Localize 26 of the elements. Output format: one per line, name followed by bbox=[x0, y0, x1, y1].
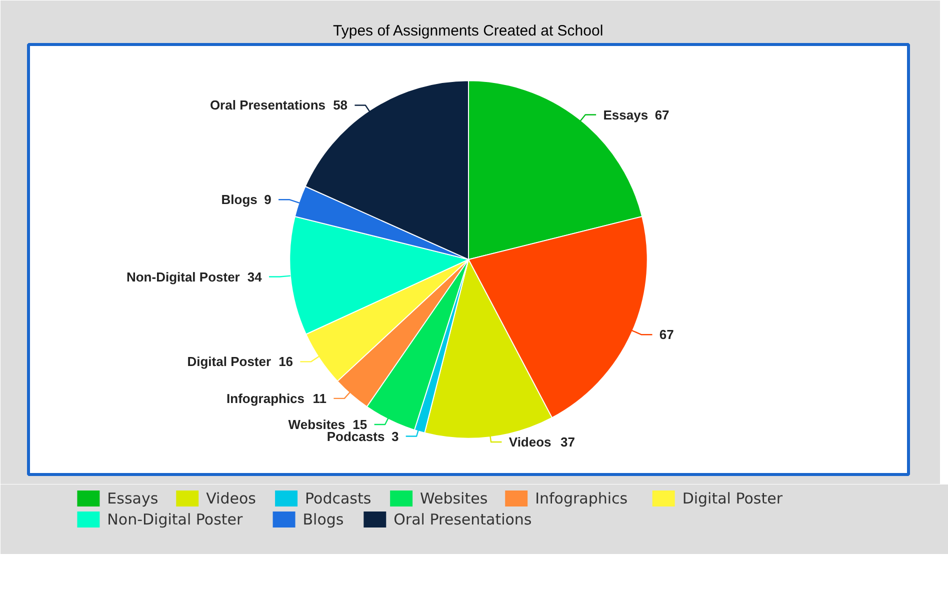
slice-label: Digital Poster bbox=[187, 354, 272, 370]
data-label: 3 bbox=[391, 428, 399, 444]
data-label: 58 bbox=[333, 98, 348, 113]
chart-title: Types of Assignments Created at School bbox=[333, 22, 604, 40]
legend-label: Essays bbox=[107, 490, 158, 508]
slice-label: Videos bbox=[508, 434, 552, 450]
legend-label: Websites bbox=[420, 490, 488, 508]
data-label: 67 bbox=[654, 107, 670, 122]
slice-label: Blogs bbox=[221, 192, 258, 208]
legend-label: Infographics bbox=[535, 490, 628, 508]
slice-label: Non-Digital Poster bbox=[126, 269, 240, 284]
data-label: 11 bbox=[312, 390, 327, 406]
legend-label: Podcasts bbox=[305, 490, 372, 508]
legend-label: Blogs bbox=[302, 510, 344, 528]
legend-label: Digital Poster bbox=[682, 490, 784, 508]
data-label: 67 bbox=[659, 327, 674, 342]
data-label: 16 bbox=[278, 354, 294, 370]
slice-label: Infographics bbox=[226, 390, 305, 406]
legend-label: Videos bbox=[206, 490, 256, 508]
slice-label: Oral Presentations bbox=[210, 98, 326, 113]
data-label: 37 bbox=[560, 434, 575, 450]
legend-label: Oral Presentations bbox=[394, 510, 532, 528]
data-label: 9 bbox=[264, 192, 272, 208]
slice-label: Essays bbox=[603, 107, 648, 122]
legend-label: Non-Digital Poster bbox=[107, 510, 244, 528]
data-label: 34 bbox=[247, 269, 263, 284]
